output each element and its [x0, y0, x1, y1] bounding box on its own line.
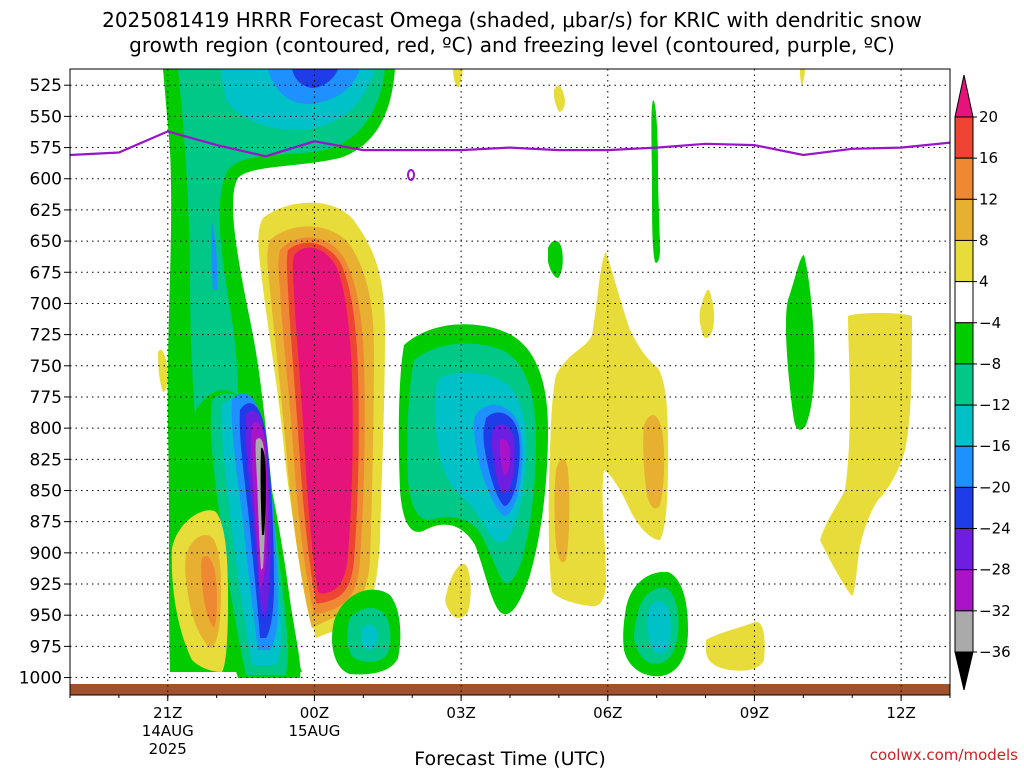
x-tick-label: 21Z — [153, 704, 182, 722]
chart-title-line1: 2025081419 HRRR Forecast Omega (shaded, … — [102, 8, 922, 32]
omega-descent-small-orange — [201, 556, 218, 628]
colorbar-label: 16 — [979, 149, 998, 167]
colorbar-top-arrow — [954, 74, 974, 118]
colorbar-swatch — [954, 404, 974, 447]
colorbar-label: −4 — [979, 314, 1001, 332]
colorbar-label: 8 — [979, 231, 989, 249]
omega-descent-blob-top-b — [553, 85, 565, 112]
colorbar-label: −28 — [979, 561, 1011, 579]
colorbar-swatch — [954, 157, 974, 200]
y-tick-label: 950 — [30, 606, 62, 626]
colorbar-label: 4 — [979, 273, 989, 291]
y-tick-label: 650 — [30, 232, 62, 252]
colorbar-label: −24 — [979, 520, 1011, 538]
axis-ticks — [64, 84, 951, 701]
omega-descent-0607-gold-right — [643, 414, 665, 509]
y-tick-label: 825 — [30, 450, 62, 470]
colorbar-swatch — [954, 486, 974, 530]
y-tick-label: 525 — [30, 76, 62, 96]
omega-ascent-column-black — [260, 447, 266, 535]
colorbar-swatch — [954, 445, 974, 488]
freezing-level-label-marker — [407, 169, 415, 181]
x-tick-label: 00Z — [300, 704, 329, 722]
y-tick-label: 700 — [30, 294, 62, 314]
omega-descent-blob-03z — [445, 564, 471, 618]
y-tick-label: 975 — [30, 637, 62, 657]
omega-ascent-band-teal-upper — [178, 69, 385, 430]
omega-mid-ascent-magenta — [500, 438, 510, 476]
colorbar-label: 12 — [979, 190, 998, 208]
x-tick-label: 12Z — [886, 704, 915, 722]
colorbar-swatch — [954, 528, 974, 571]
freezing-level-line — [69, 130, 951, 158]
omega-ascent-column-10z — [786, 255, 815, 430]
x-tick-label: 09Z — [740, 704, 769, 722]
colorbar-bottom-arrow — [954, 651, 974, 691]
colorbar-swatch — [954, 198, 974, 241]
y-tick-label: 925 — [30, 575, 62, 595]
y-tick-label: 725 — [30, 326, 62, 346]
y-tick-label: 850 — [30, 481, 62, 501]
colorbar-label: −16 — [979, 437, 1011, 455]
y-tick-label: 800 — [30, 419, 62, 439]
y-tick-label: 675 — [30, 263, 62, 283]
ground-terrain — [70, 684, 950, 695]
omega-descent-0607-yellow — [548, 252, 668, 607]
colorbar-swatch — [954, 239, 974, 283]
x-tick-date-label: 14AUG — [142, 722, 194, 740]
y-axis-labels: 525 550 575 600 625 650 675 700 725 750 775 800 825 8… — [19, 76, 62, 688]
omega-descent-blob-0830 — [699, 289, 715, 338]
colorbar-swatch — [954, 610, 974, 653]
colorbar-labels: 20 16 12 8 4 −4 −8 −12 −16 −20 −24 −28 −32 −36 — [973, 108, 1011, 661]
colorbar-swatch — [954, 322, 974, 365]
x-axis-title: Forecast Time (UTC) — [414, 748, 605, 768]
y-tick-label: 1000 — [19, 669, 62, 689]
chart-title-line2: growth region (contoured, red, ºC) and f… — [129, 33, 895, 57]
omega-descent-blob-0930 — [706, 621, 765, 671]
omega-descent-0607-gold-left — [554, 458, 570, 563]
y-tick-label: 625 — [30, 201, 62, 221]
x-tick-label: 06Z — [593, 704, 622, 722]
y-tick-label: 550 — [30, 107, 62, 127]
colorbar-swatch — [954, 281, 974, 324]
credit-text: coolwx.com/models — [870, 746, 1018, 764]
omega-ascent-blob1-cyan — [361, 624, 378, 650]
omega-ascent-blob-0625 — [548, 240, 563, 278]
y-tick-label: 900 — [30, 544, 62, 564]
x-tick-year-label: 2025 — [149, 740, 187, 758]
omega-descent-magenta — [292, 247, 353, 594]
colorbar-label: −8 — [979, 355, 1001, 373]
omega-descent-blob-top-c — [800, 69, 805, 86]
colorbar-label: −12 — [979, 396, 1011, 414]
y-tick-label: 600 — [30, 170, 62, 190]
x-tick-label: 03Z — [446, 704, 475, 722]
omega-ascent-blob-07z-cyan — [647, 600, 671, 654]
omega-thin-cyan-streak — [211, 222, 218, 290]
colorbar-label: −32 — [979, 602, 1011, 620]
y-tick-label: 575 — [30, 139, 62, 159]
colorbar-swatch — [954, 116, 974, 159]
x-tick-date-label: 15AUG — [288, 722, 340, 740]
omega-descent-tiny-yellow-left — [158, 349, 168, 392]
colorbar-swatch — [954, 363, 974, 406]
omega-shading — [70, 69, 950, 695]
colorbar-label: 20 — [979, 108, 998, 126]
y-tick-label: 775 — [30, 388, 62, 408]
colorbar-swatch — [954, 569, 974, 612]
y-tick-label: 875 — [30, 513, 62, 533]
omega-ascent-streak-07z — [651, 100, 660, 263]
y-tick-label: 750 — [30, 357, 62, 377]
omega-descent-11z-yellow — [820, 313, 912, 596]
colorbar — [954, 74, 974, 691]
colorbar-label: −36 — [979, 643, 1011, 661]
colorbar-label: −20 — [979, 478, 1011, 496]
omega-descent-blob-top-a — [453, 69, 463, 88]
omega-ascent-band-deepblue-top — [292, 69, 338, 88]
